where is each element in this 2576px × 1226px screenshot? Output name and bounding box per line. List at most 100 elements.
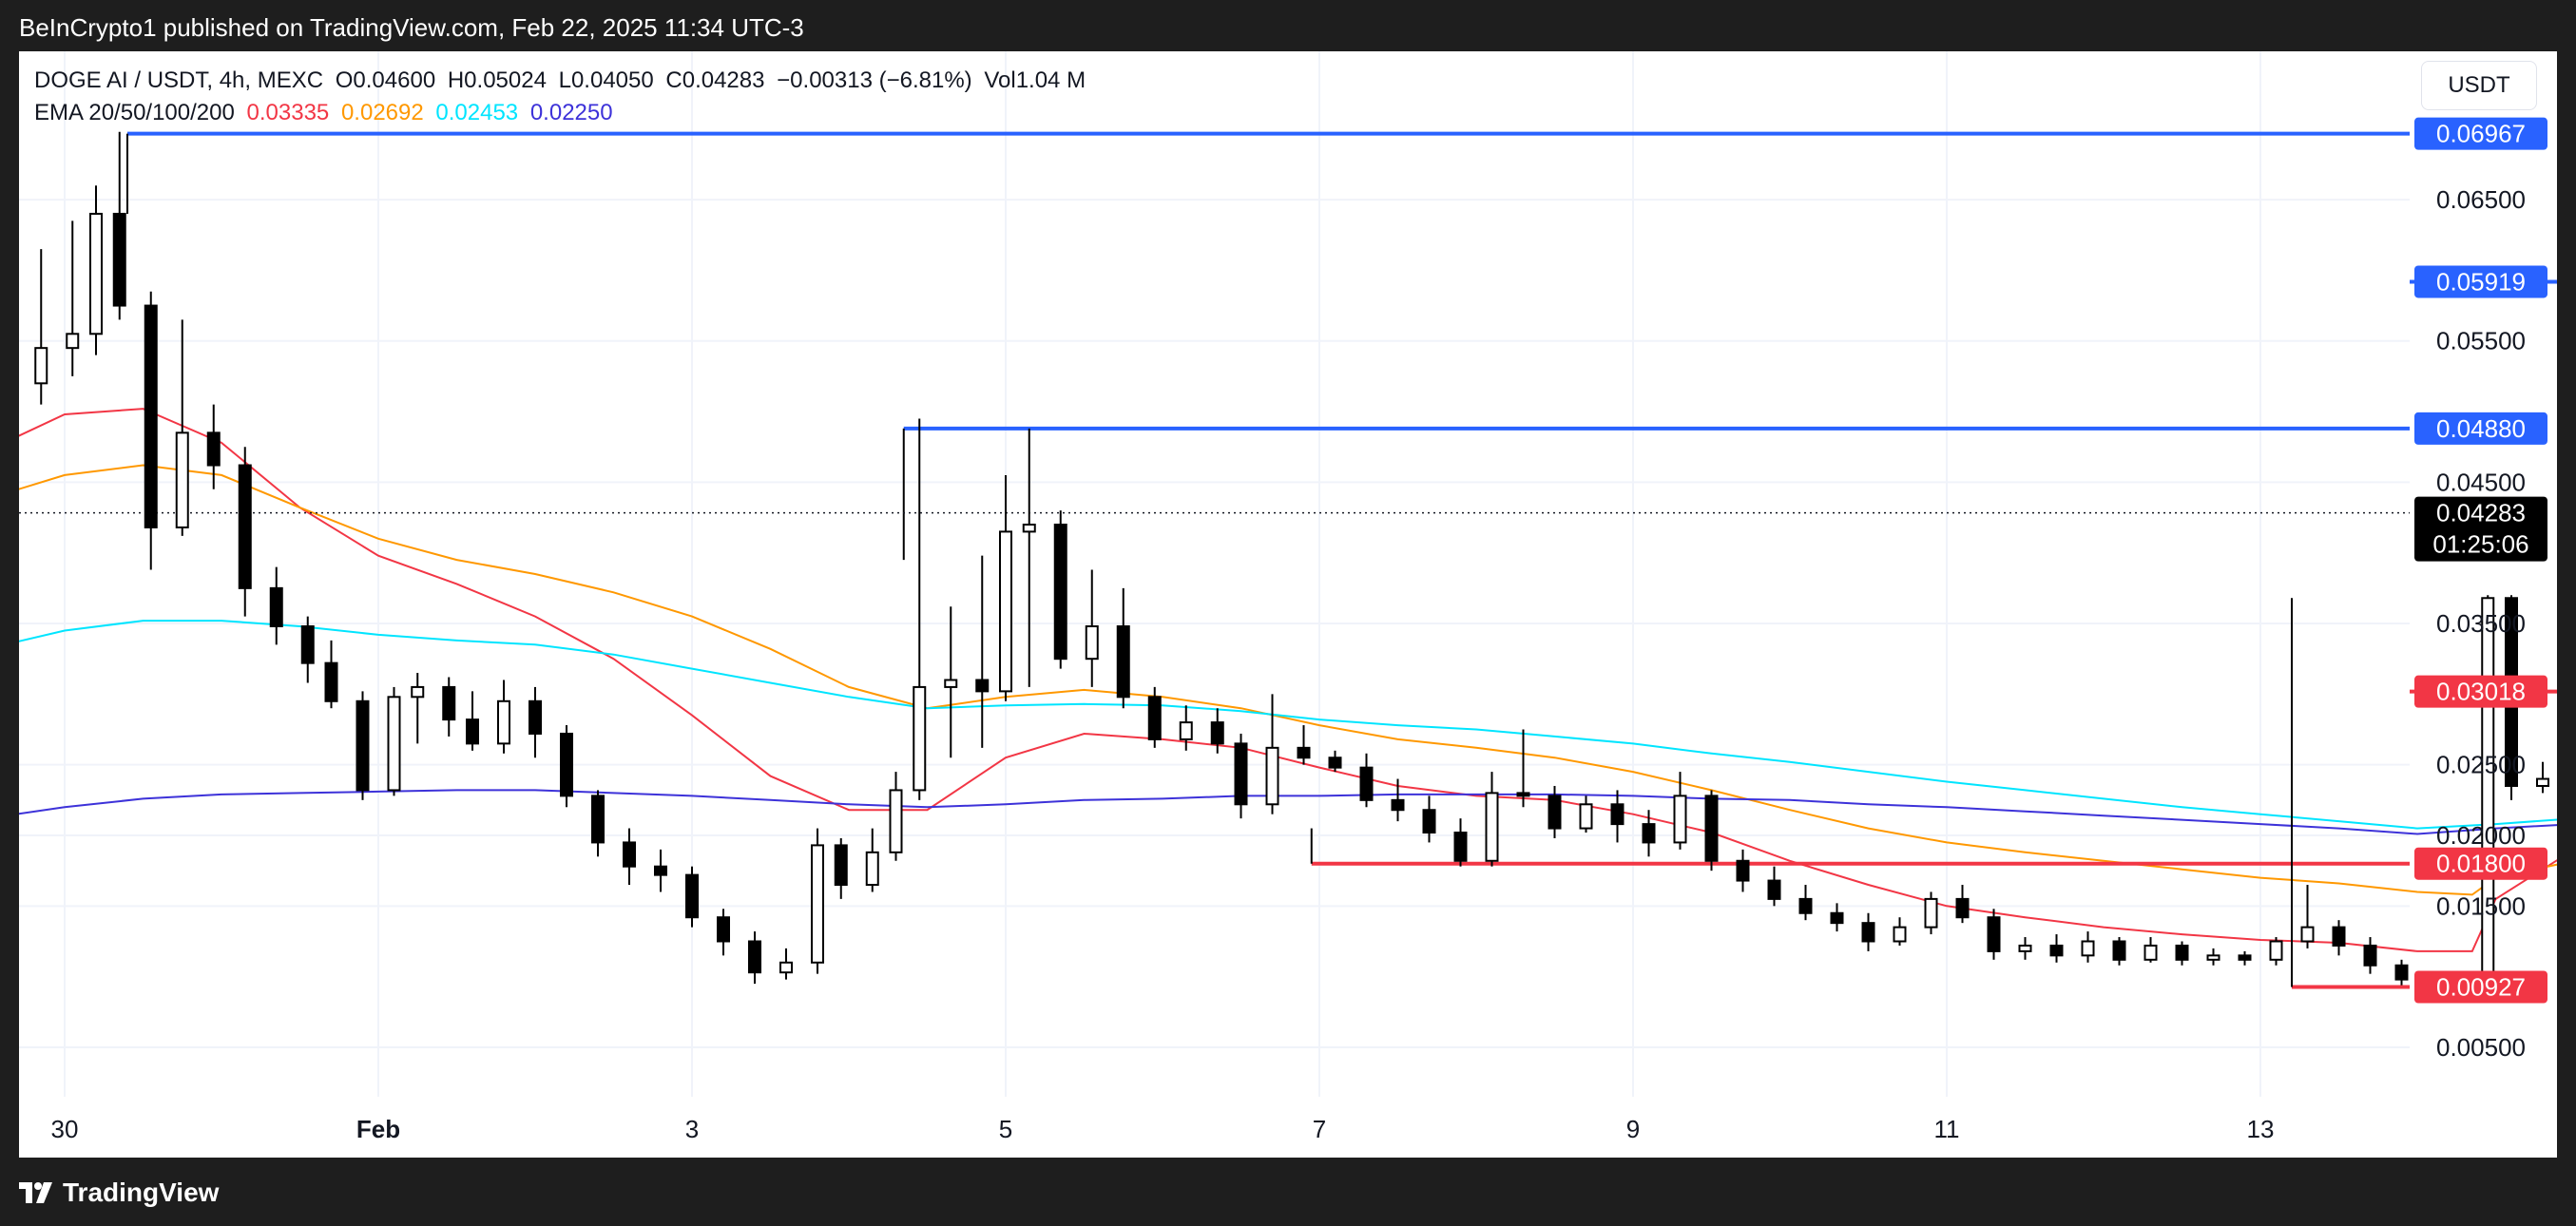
candle-up (89, 212, 103, 335)
candle-down (2049, 944, 2064, 957)
candle-down (466, 718, 479, 745)
support-price-badge (2414, 847, 2547, 880)
candle-down (1830, 911, 1844, 925)
candle-down (2363, 944, 2377, 967)
candle-up (2018, 944, 2032, 952)
support-price-label: 0.00927 (2436, 973, 2526, 1002)
candle-down (112, 212, 126, 307)
ema200-value: 0.02250 (529, 100, 613, 125)
x-tick-label: 7 (1313, 1115, 1326, 1143)
candle-up (779, 961, 793, 974)
candle-up (1085, 625, 1099, 661)
symbol-label[interactable]: DOGE AI / USDT, 4h, MEXC (34, 67, 324, 93)
volume-value: Vol1.04 M (984, 67, 1086, 93)
candle-down (560, 732, 573, 797)
candle-down (1422, 809, 1436, 834)
y-tick-label: 0.05500 (2436, 327, 2526, 355)
y-tick-label: 0.02500 (2436, 751, 2526, 779)
candle-down (1147, 696, 1162, 740)
currency-button[interactable]: USDT (2421, 61, 2537, 110)
publisher-text: BeInCrypto1 published on TradingView.com… (19, 13, 804, 42)
ema20-value: 0.03335 (246, 100, 330, 125)
candle-down (1610, 803, 1624, 826)
candle-down (1391, 798, 1405, 812)
candle-down (717, 916, 730, 943)
ema-line (19, 620, 2557, 830)
candle-down (1798, 897, 1813, 914)
candle-up (1579, 803, 1593, 830)
candle-up (2269, 940, 2283, 961)
ohlc-row: DOGE AI / USDT, 4h, MEXC O0.04600 H0.050… (34, 65, 1091, 97)
resistance-price-label: 0.06967 (2436, 120, 2526, 148)
candle-down (975, 679, 990, 693)
candle-down (1516, 792, 1530, 797)
candle-down (1767, 879, 1781, 900)
y-tick-label: 0.01500 (2436, 891, 2526, 920)
candle-down (1704, 795, 1719, 862)
candle-up (1022, 523, 1036, 533)
candle-down (442, 685, 456, 721)
tradingview-logo[interactable]: TradingView (19, 1178, 219, 1207)
price-chart[interactable]: 0.00500 0.01500 0.02000 0.02500 0.03500 0.045… (19, 51, 2557, 1158)
support-price-label: 0.03018 (2436, 678, 2526, 706)
candle-up (411, 685, 425, 699)
resistance-price-label: 0.04880 (2436, 414, 2526, 443)
candle-down (1359, 766, 1374, 801)
ema-label[interactable]: EMA 20/50/100/200 (34, 100, 235, 125)
candle-down (356, 699, 370, 792)
candle-down (1116, 625, 1130, 699)
candle-down (654, 865, 667, 876)
candle-down (324, 661, 338, 702)
ema-line (19, 789, 2557, 835)
candle-up (387, 696, 401, 792)
candle-up (999, 530, 1012, 693)
candle-down (1987, 916, 2001, 952)
current-price-badge (2414, 496, 2547, 562)
candle-up (1924, 897, 1938, 929)
ema-row: EMA 20/50/100/200 0.03335 0.02692 0.0245… (34, 97, 1091, 129)
candle-up (889, 789, 903, 853)
candle-down (2332, 926, 2346, 947)
countdown-label: 01:25:06 (2432, 530, 2528, 559)
ema100-value: 0.02453 (435, 100, 519, 125)
candle-down (1955, 897, 1970, 919)
top-bar: BeInCrypto1 published on TradingView.com… (0, 0, 2576, 51)
candle-down (1548, 795, 1562, 830)
close-value: C0.04283 (665, 67, 765, 93)
candle-up (66, 333, 80, 350)
candle-up (811, 844, 824, 964)
candle-up (913, 685, 927, 792)
tradingview-logo-text: TradingView (63, 1178, 220, 1207)
candle-down (1453, 832, 1468, 862)
candle-down (144, 304, 158, 528)
candle-down (623, 841, 636, 868)
ema-line (19, 464, 2557, 896)
y-tick-label: 0.03500 (2436, 609, 2526, 638)
candle-down (269, 586, 283, 628)
candle-down (1861, 922, 1875, 943)
candle-down (300, 625, 315, 664)
resistance-price-badge (2414, 412, 2547, 445)
y-tick-label: 0.00500 (2436, 1033, 2526, 1062)
candle-up (1179, 721, 1193, 740)
support-price-badge (2414, 675, 2547, 708)
candle-down (206, 431, 221, 467)
change-value: −0.00313 (−6.81%) (777, 67, 972, 93)
x-tick-label: 11 (1934, 1115, 1960, 1143)
support-price-label: 0.01800 (2436, 850, 2526, 878)
candle-down (2394, 964, 2409, 981)
candle-down (1053, 523, 1067, 661)
candle-down (685, 873, 699, 919)
candle-up (944, 679, 958, 688)
candle-up (2081, 940, 2095, 957)
candle-down (1736, 859, 1750, 882)
candle-up (865, 851, 879, 887)
candle-down (2175, 944, 2189, 961)
candle-up (2481, 597, 2495, 986)
y-tick-label: 0.06500 (2436, 185, 2526, 214)
chart-frame[interactable]: 0.00500 0.01500 0.02000 0.02500 0.03500 0.045… (19, 51, 2557, 1158)
candle-down (591, 795, 605, 844)
current-price-label: 0.04283 (2436, 499, 2526, 527)
candle-up (2143, 944, 2158, 961)
x-tick-label: 5 (999, 1115, 1012, 1143)
